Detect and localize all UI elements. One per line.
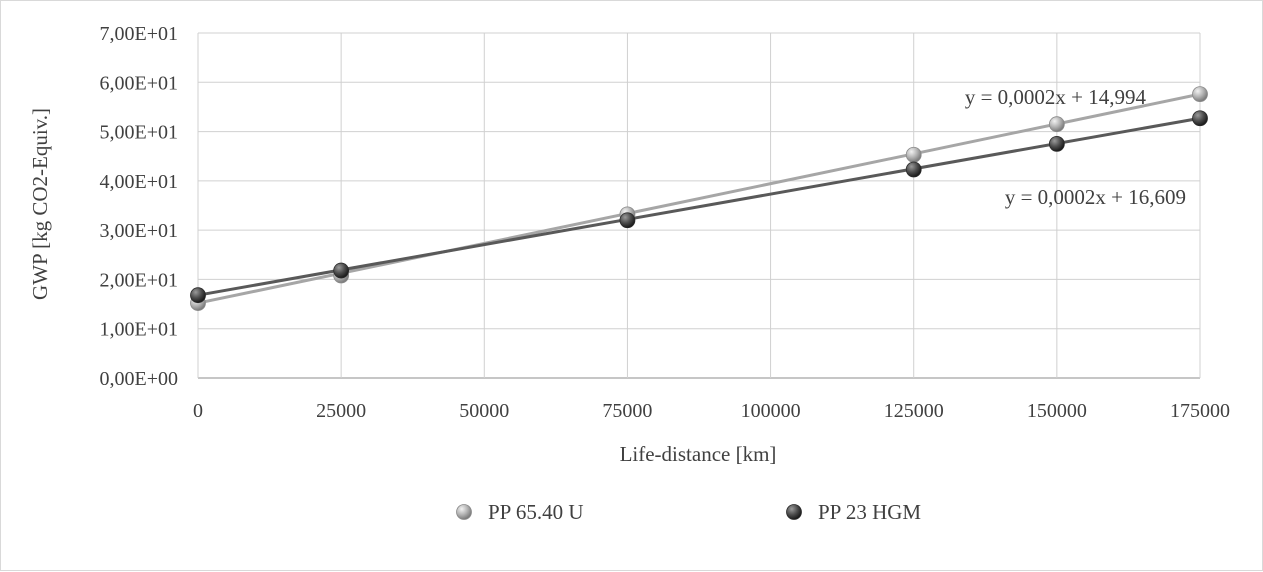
x-tick-label: 125000 bbox=[884, 400, 944, 422]
y-tick-label: 5,00E+01 bbox=[100, 122, 179, 144]
x-axis-title: Life-distance [km] bbox=[620, 442, 777, 466]
trendline-pp-23-hgm bbox=[197, 116, 1201, 297]
data-point-pp-23-hgm bbox=[333, 262, 350, 279]
data-point-pp-23-hgm bbox=[1192, 110, 1208, 127]
x-tick-label: 100000 bbox=[741, 400, 801, 422]
data-point-pp-65-40-u bbox=[1048, 116, 1065, 133]
data-point-pp-65-40-u bbox=[905, 146, 922, 163]
data-points bbox=[190, 86, 1208, 311]
y-tick-label: 6,00E+01 bbox=[100, 72, 179, 94]
x-tick-label: 150000 bbox=[1027, 400, 1087, 422]
data-point-pp-65-40-u bbox=[1192, 86, 1208, 103]
x-tick-label: 175000 bbox=[1170, 400, 1230, 422]
legend-label: PP 23 HGM bbox=[818, 500, 921, 524]
legend-label: PP 65.40 U bbox=[488, 500, 584, 524]
gridlines bbox=[197, 32, 1201, 379]
data-point-pp-23-hgm bbox=[1048, 135, 1065, 152]
trendline-equations: y = 0,0002x + 14,994 y = 0,0002x + 16,609 bbox=[965, 85, 1186, 209]
y-axis-title: GWP [kg CO2-Equiv.] bbox=[28, 108, 52, 300]
tick-labels: 0,00E+00 1,00E+01 2,00E+01 3,00E+01 4,00E+01… bbox=[100, 23, 1231, 422]
legend-marker bbox=[456, 504, 472, 520]
x-tick-label: 0 bbox=[193, 400, 203, 422]
data-point-pp-23-hgm bbox=[190, 287, 206, 304]
y-tick-label: 2,00E+01 bbox=[100, 269, 179, 291]
x-tick-label: 75000 bbox=[602, 400, 652, 422]
y-tick-label: 4,00E+01 bbox=[100, 171, 179, 193]
data-point-pp-23-hgm bbox=[619, 212, 636, 229]
legend: PP 65.40 U PP 23 HGM bbox=[456, 500, 921, 524]
trendline-equation: y = 0,0002x + 14,994 bbox=[965, 85, 1147, 109]
y-tick-label: 3,00E+01 bbox=[100, 220, 179, 242]
x-tick-label: 50000 bbox=[459, 400, 509, 422]
trendline-pp-65-40-u bbox=[197, 92, 1201, 305]
y-tick-label: 0,00E+00 bbox=[100, 368, 179, 390]
y-tick-label: 7,00E+01 bbox=[100, 23, 179, 45]
x-tick-label: 25000 bbox=[316, 400, 366, 422]
data-point-pp-23-hgm bbox=[905, 161, 922, 178]
trendlines bbox=[197, 92, 1201, 305]
y-tick-label: 1,00E+01 bbox=[100, 319, 179, 341]
legend-marker bbox=[786, 504, 802, 520]
trendline-equation: y = 0,0002x + 16,609 bbox=[1005, 185, 1186, 209]
